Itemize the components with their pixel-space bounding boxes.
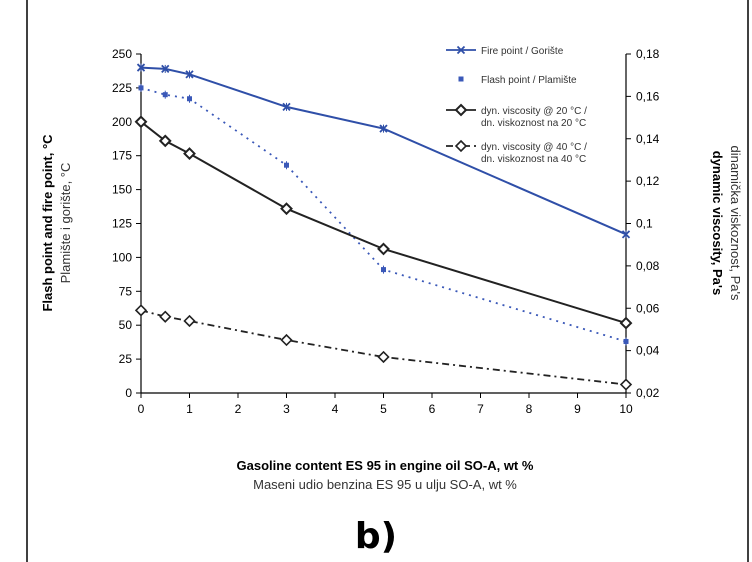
data-point-series-2 (134, 115, 148, 129)
legend-swatch-marker-3 (454, 139, 468, 153)
data-point-series-2 (619, 316, 633, 330)
y2-tick-label: 0,16 (636, 89, 660, 103)
y-tick-label: 75 (119, 284, 133, 298)
x-tick-label: 9 (574, 402, 581, 416)
data-point-series-1 (162, 92, 168, 98)
y-tick-label: 25 (119, 352, 133, 366)
data-point-series-0 (161, 64, 170, 74)
x-tick-label: 5 (380, 402, 387, 416)
y-tick-label: 150 (112, 183, 132, 197)
legend-label-2: dyn. viscosity @ 20 °C / (481, 106, 587, 117)
data-point-series-3 (280, 333, 293, 347)
y-tick-label: 100 (112, 250, 132, 264)
y-axis-title: Flash point and fire point, °C (40, 134, 55, 312)
x-tick-label: 2 (235, 402, 242, 416)
data-point-series-3 (183, 314, 196, 328)
x-tick-label: 10 (619, 402, 633, 416)
legend-label-0: Fire point / Gorište (481, 46, 564, 57)
y2-tick-label: 0,06 (636, 301, 660, 315)
y2-tick-label: 0,18 (636, 47, 660, 61)
x-tick-label: 3 (283, 402, 290, 416)
data-point-series-0 (136, 63, 146, 72)
y2-tick-label: 0,08 (636, 259, 660, 273)
y2-tick-label: 0,12 (636, 174, 660, 188)
legend-label-3: dn. viskoznost na 40 °C (481, 154, 586, 165)
x-tick-label: 1 (186, 402, 193, 416)
y2-axis-title-secondary: dinamička viskoznost, Pa's (728, 146, 743, 301)
y-axis-title-secondary: Plamište i gorište, °C (58, 163, 73, 284)
data-point-series-2 (183, 147, 196, 160)
y2-tick-label: 0,02 (636, 386, 660, 400)
data-point-series-0 (621, 230, 631, 239)
y-tick-label: 250 (112, 47, 132, 61)
y-tick-label: 125 (112, 217, 132, 231)
y-tick-label: 200 (112, 115, 132, 129)
y-tick-label: 0 (125, 386, 132, 400)
series-line-3 (140, 309, 627, 386)
x-tick-label: 6 (429, 402, 436, 416)
legend-label-1: Flash point / Plamište (481, 75, 577, 86)
y-tick-label: 50 (119, 318, 133, 332)
legend-label-3: dyn. viscosity @ 40 °C / (481, 142, 587, 153)
y2-tick-label: 0,1 (636, 217, 653, 231)
y-tick-label: 225 (112, 81, 132, 95)
legend-swatch-marker-1 (458, 76, 464, 82)
data-point-series-0 (379, 124, 388, 133)
data-point-series-2 (280, 202, 293, 216)
x-axis-title-secondary: Maseni udio benzina ES 95 u ulju SO-A, w… (253, 477, 517, 492)
y2-tick-label: 0,04 (636, 344, 660, 358)
data-point-series-0 (185, 70, 194, 79)
x-tick-label: 4 (332, 402, 339, 416)
x-tick-label: 7 (477, 402, 484, 416)
panel-label: b) (355, 516, 397, 557)
data-point-series-1 (623, 338, 629, 344)
series-line-0 (140, 66, 627, 236)
series-line-1 (140, 87, 627, 343)
x-tick-label: 0 (138, 402, 145, 416)
data-point-series-3 (619, 378, 633, 391)
y2-tick-label: 0,14 (636, 132, 660, 146)
legend-swatch-marker-0 (456, 45, 466, 55)
x-tick-label: 8 (526, 402, 533, 416)
legend-label-2: dn. viskoznost na 20 °C (481, 118, 586, 129)
data-point-series-3 (134, 304, 148, 317)
data-point-series-1 (187, 96, 192, 102)
y2-axis-title: dynamic viscosity, Pa's (710, 151, 725, 295)
data-point-series-3 (159, 310, 172, 323)
legend-swatch-marker-2 (454, 103, 468, 117)
data-point-series-1 (138, 85, 144, 91)
data-point-series-2 (158, 134, 172, 148)
y-tick-label: 175 (112, 149, 132, 163)
x-axis-title: Gasoline content ES 95 in engine oil SO-… (237, 458, 534, 473)
series-line-2 (140, 121, 627, 325)
data-point-series-1 (284, 162, 289, 168)
data-point-series-0 (282, 102, 291, 112)
data-point-series-2 (377, 242, 390, 256)
data-point-series-3 (377, 350, 390, 364)
data-point-series-1 (381, 267, 386, 273)
